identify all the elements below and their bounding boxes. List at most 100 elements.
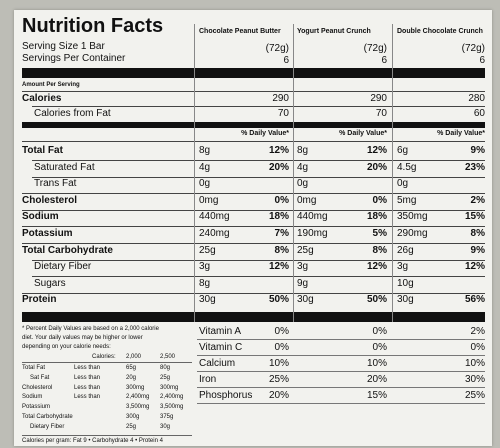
nutrient-label: Dietary Fiber <box>34 261 92 272</box>
vitamin-value: 20% <box>268 390 289 401</box>
nutrient-daily-value: 9% <box>470 145 485 156</box>
divider <box>22 193 485 194</box>
footnote-divider <box>22 362 192 363</box>
nutrient-label: Cholesterol <box>22 195 78 206</box>
vitamin-value: 0% <box>372 342 387 353</box>
divider <box>197 339 485 340</box>
vitamin-value: 20% <box>366 374 387 385</box>
footnote-divider <box>22 435 192 436</box>
nutrient-amount: 0mg <box>199 195 219 206</box>
vitamin-value: 0% <box>274 342 289 353</box>
nutrient-amount: 8g <box>199 145 211 156</box>
nutrient-label: Total Carbohydrate <box>22 245 113 256</box>
nutrient-daily-value: 18% <box>268 211 289 222</box>
divider <box>32 160 485 161</box>
divider <box>197 355 485 356</box>
servings-per-container-label: Servings Per Container <box>22 53 126 64</box>
nutrient-daily-value: 12% <box>268 145 289 156</box>
nutrient-amount: 440mg <box>199 211 230 222</box>
nutrient-daily-value: 23% <box>464 162 485 173</box>
footnote-cell: 300mg <box>160 385 179 391</box>
vitamin-value: 0% <box>274 326 289 337</box>
nutrient-amount: 8g <box>199 278 211 289</box>
nutrient-amount: 440mg <box>297 211 328 222</box>
nutrient-label: Sugars <box>34 278 66 289</box>
nutrient-label: Potassium <box>22 228 73 239</box>
footnote-cell: 375g <box>160 414 174 420</box>
nutrient-amount: 4g <box>199 162 211 173</box>
footnote-cell: 2,400mg <box>126 394 150 400</box>
nutrient-daily-value: 8% <box>372 245 387 256</box>
daily-value-header: % Daily Value* <box>339 130 387 137</box>
amount-per-serving-label: Amount Per Serving <box>22 82 80 88</box>
calories-from-fat-value: 70 <box>375 108 387 119</box>
footnote-cell: 3,500mg <box>160 404 184 410</box>
footnote-cell: Sat Fat <box>30 375 50 381</box>
product-serving-size: (72g) <box>363 43 387 54</box>
footnote-line: depending on your calorie needs: <box>22 344 111 350</box>
nutrient-daily-value: 7% <box>274 228 289 239</box>
vitamin-value: 25% <box>464 390 485 401</box>
divider <box>22 141 485 142</box>
product-servings: 6 <box>479 55 485 66</box>
nutrient-amount: 30g <box>199 294 216 305</box>
footnote-line: * Percent Daily Values are based on a 2,… <box>22 326 159 332</box>
medium-divider <box>22 122 485 128</box>
vitamin-label: Iron <box>199 374 217 385</box>
column-separator <box>194 24 195 322</box>
footnote-column: 2,500 <box>160 354 176 360</box>
calories-label: Calories <box>22 93 62 104</box>
footnote-column: 2,000 <box>126 354 142 360</box>
product-name: Double Chocolate Crunch <box>397 28 483 35</box>
nutrient-amount: 30g <box>397 294 414 305</box>
daily-value-header: % Daily Value* <box>437 130 485 137</box>
nutrient-amount: 10g <box>397 278 414 289</box>
nutrient-amount: 9g <box>297 278 309 289</box>
column-separator <box>392 24 393 322</box>
nutrition-label: Nutrition Facts Serving Size 1 Bar Servi… <box>14 10 492 446</box>
divider <box>22 210 485 211</box>
column-separator <box>293 24 294 322</box>
vitamin-value: 10% <box>464 358 485 369</box>
divider <box>197 387 485 388</box>
nutrient-label: Saturated Fat <box>34 162 95 173</box>
footnote-cell: Less than <box>74 394 101 400</box>
divider <box>197 403 485 404</box>
calories-from-fat-value: 70 <box>277 108 289 119</box>
nutrient-daily-value: 12% <box>464 261 485 272</box>
footnote-cell: 25g <box>126 424 137 430</box>
divider <box>32 106 485 107</box>
nutrient-amount: 6g <box>397 145 409 156</box>
nutrient-amount: 3g <box>297 261 309 272</box>
footnote-cell: Less than <box>74 375 101 381</box>
nutrient-amount: 30g <box>297 294 314 305</box>
vitamin-label: Calcium <box>199 358 236 369</box>
footnote-cell: Potassium <box>22 404 51 410</box>
footnote-line: diet. Your daily values may be higher or… <box>22 335 143 341</box>
nutrient-amount: 8g <box>297 145 309 156</box>
nutrient-amount: 4.5g <box>397 162 417 173</box>
footnote-cell: 65g <box>126 365 137 371</box>
nutrient-daily-value: 9% <box>470 245 485 256</box>
thick-divider <box>22 68 485 78</box>
nutrient-daily-value: 56% <box>464 294 485 305</box>
nutrient-daily-value: 2% <box>470 195 485 206</box>
product-name: Chocolate Peanut Butter <box>199 28 281 35</box>
product-servings: 6 <box>283 55 289 66</box>
nutrient-amount: 0g <box>199 178 211 189</box>
vitamin-value: 25% <box>268 374 289 385</box>
nutrient-daily-value: 0% <box>274 195 289 206</box>
footnote-cell: 20g <box>126 375 137 381</box>
thick-divider <box>22 312 485 322</box>
divider <box>32 177 485 178</box>
nutrient-amount: 25g <box>297 245 314 256</box>
nutrient-daily-value: 20% <box>366 162 387 173</box>
nutrient-amount: 0mg <box>297 195 317 206</box>
footnote-calories-label: Calories: <box>92 354 116 360</box>
footnote-cell: 300g <box>126 414 140 420</box>
nutrient-daily-value: 8% <box>274 245 289 256</box>
vitamin-label: Vitamin A <box>199 326 242 337</box>
vitamin-value: 10% <box>268 358 289 369</box>
calories-from-fat-value: 60 <box>473 108 485 119</box>
vitamin-value: 0% <box>372 326 387 337</box>
